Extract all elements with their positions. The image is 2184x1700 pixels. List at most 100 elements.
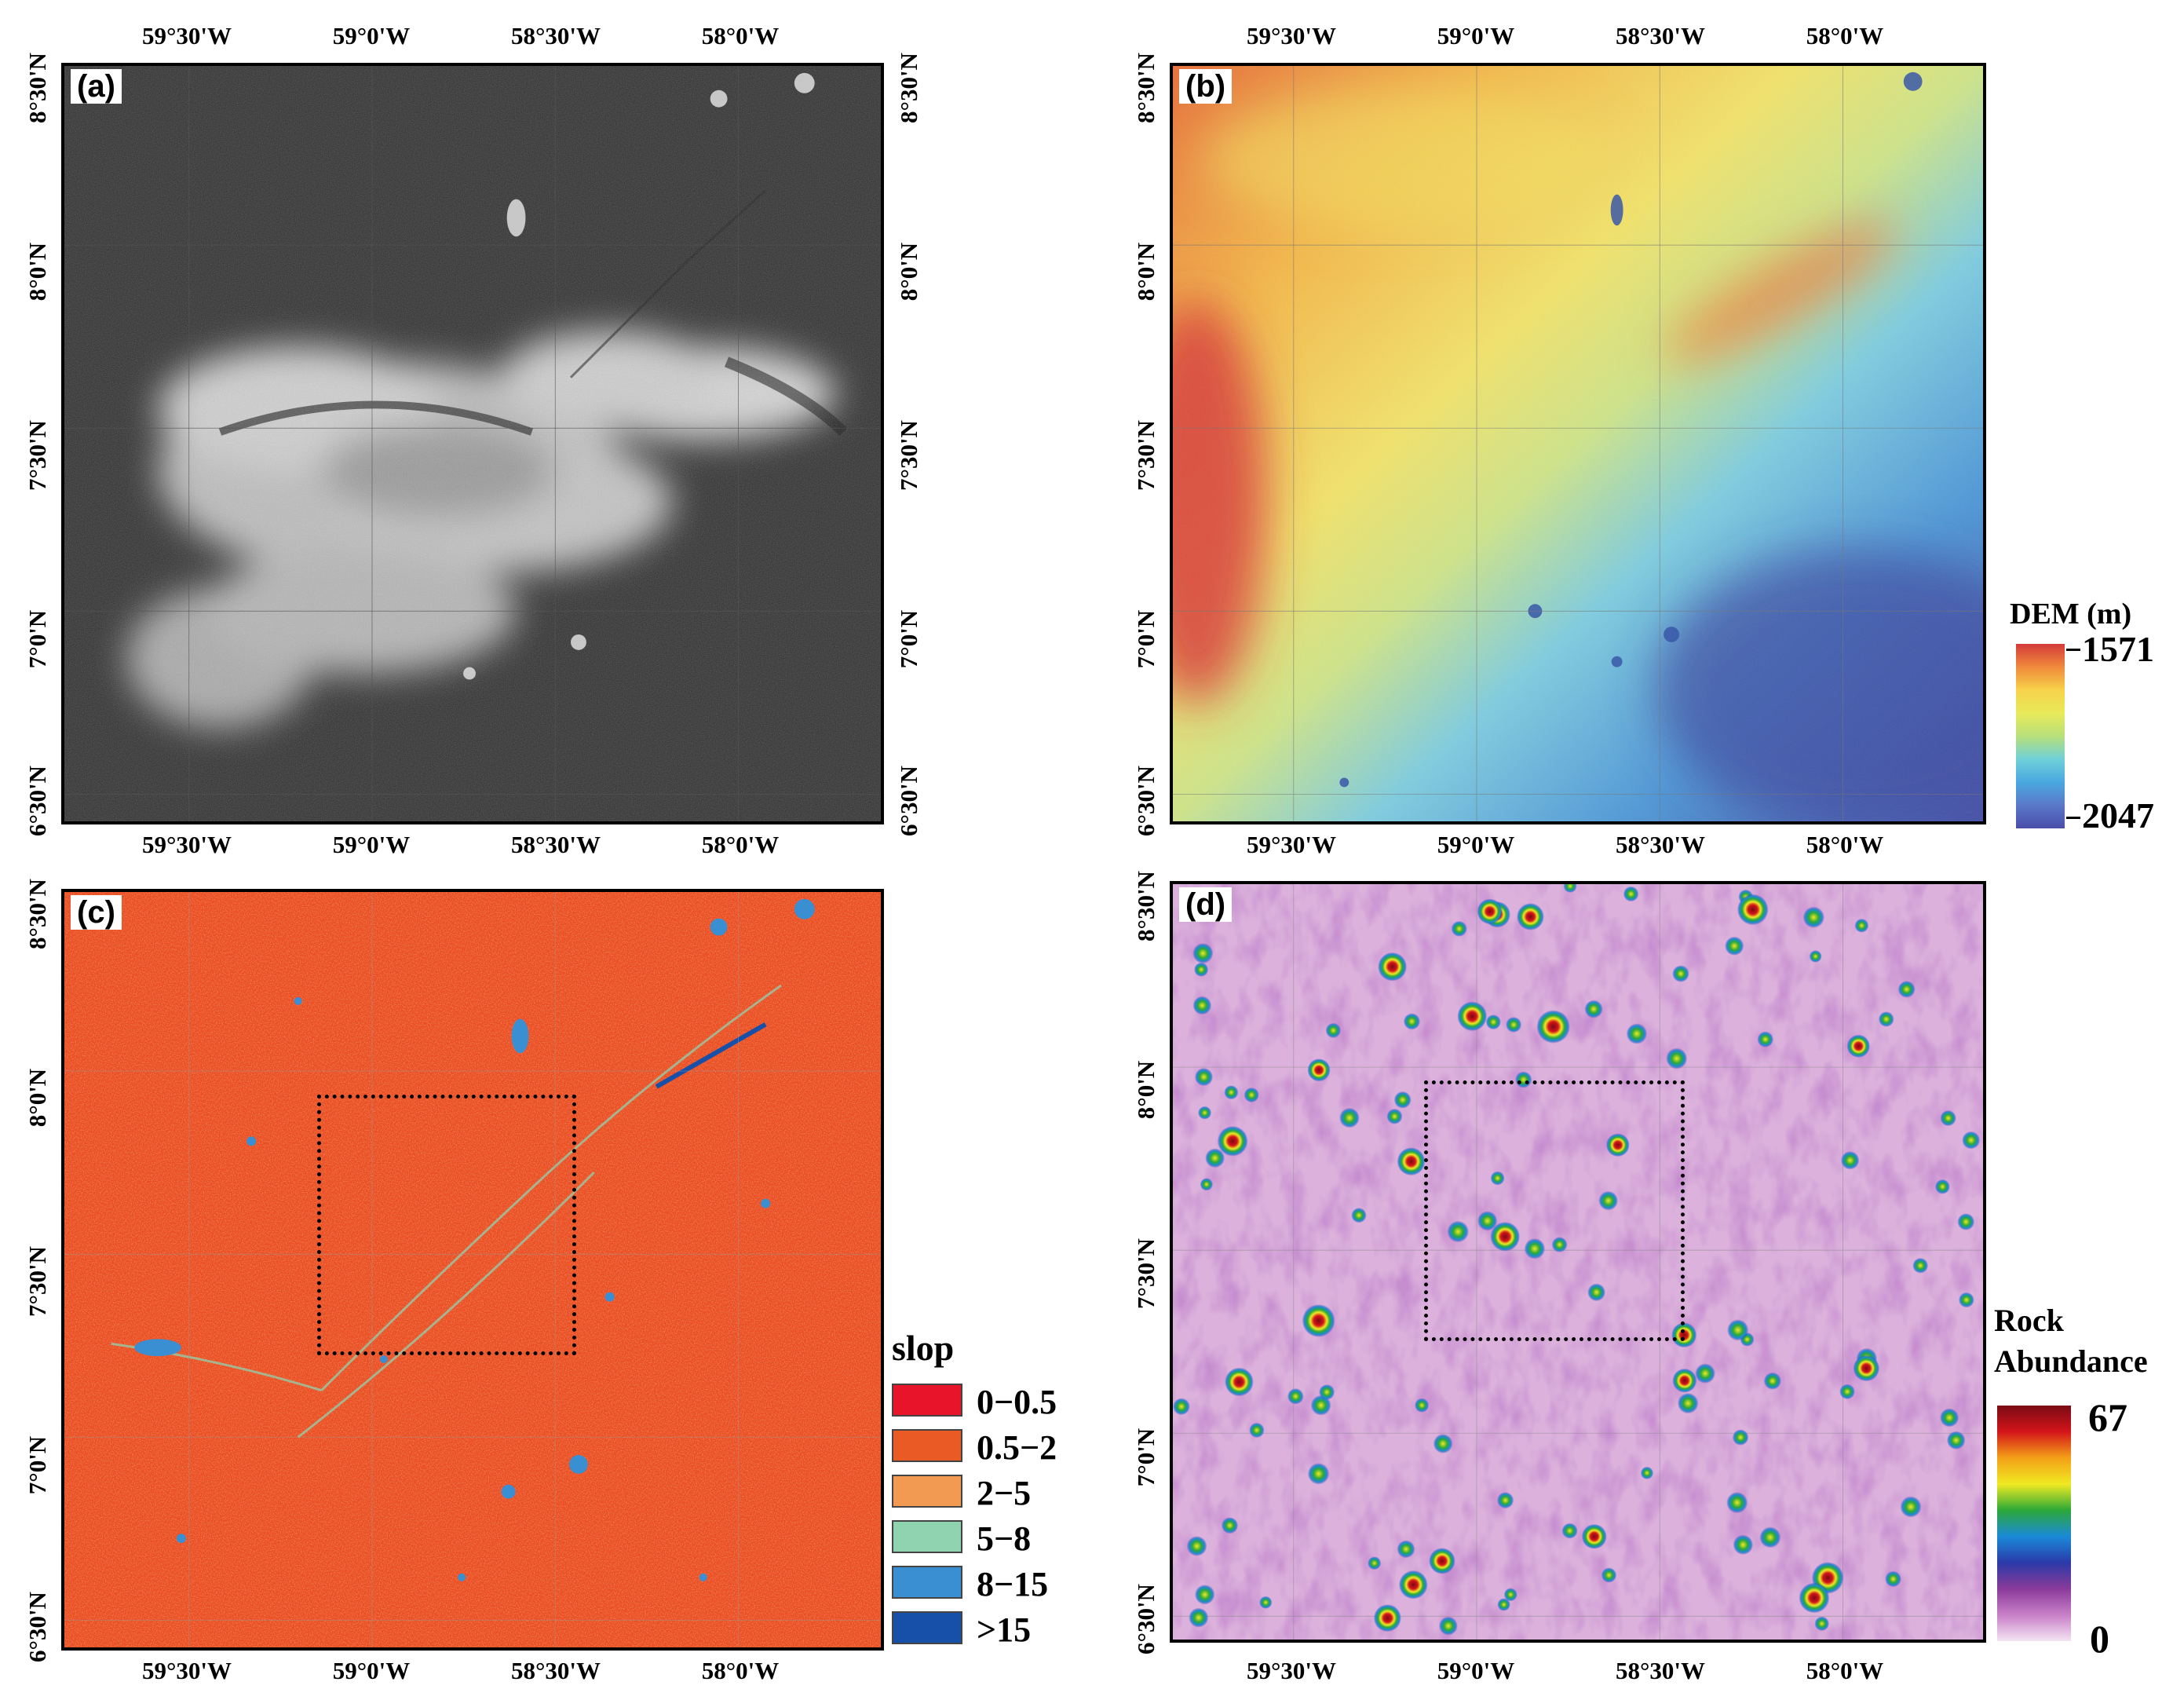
- rock-spot: [1626, 1023, 1648, 1044]
- study-area-box: [317, 1095, 576, 1355]
- panel-d-label: (d): [1179, 887, 1233, 922]
- rock-spot: [1192, 942, 1214, 964]
- slope-swatch: [892, 1429, 962, 1462]
- rock-spot: [1457, 1001, 1488, 1032]
- bottom-lon-tick: 58°30'W: [510, 831, 601, 858]
- top-lon-tick: 59°0'W: [1437, 22, 1515, 49]
- left-lat-tick: 8°30'N: [24, 53, 51, 123]
- rock-spot: [1598, 1190, 1619, 1211]
- rock-spot: [1503, 1588, 1517, 1602]
- dem-min-label: 2047: [2082, 795, 2154, 835]
- rock-spot: [1497, 1598, 1510, 1611]
- rock-spot: [1451, 920, 1467, 937]
- rock-spot: [1840, 1150, 1860, 1170]
- rock-spot: [1854, 918, 1869, 933]
- rock-spot: [1561, 1523, 1578, 1539]
- rock-spot: [1814, 1616, 1830, 1632]
- rock-spot: [1900, 1496, 1922, 1518]
- right-lat-tick: 7°0'N: [895, 609, 922, 669]
- rock-spot: [1672, 1368, 1697, 1393]
- rock-spot: [1912, 1257, 1929, 1274]
- right-lat-tick: 7°30'N: [895, 420, 922, 491]
- rock-abundance-raster: [1173, 884, 1983, 1640]
- rock-spot: [1189, 1607, 1209, 1628]
- rock-spot: [1259, 1596, 1273, 1609]
- rock-spot: [1200, 1178, 1214, 1191]
- top-lon-tick: 58°0'W: [1806, 22, 1884, 49]
- bottom-lon-tick: 59°0'W: [1437, 831, 1515, 858]
- rock-spot: [1601, 1567, 1617, 1583]
- rock-spot: [1737, 894, 1769, 926]
- panel-c: (c) 59°30'W 59°0'W 58°30'W 58°0'W 8°30'N…: [0, 856, 1099, 1700]
- slope-swatch: [892, 1384, 962, 1417]
- rock-spot: [1563, 884, 1577, 894]
- bottom-lon-tick: 59°30'W: [1246, 831, 1337, 858]
- rock-spot: [1506, 1016, 1522, 1033]
- rock-spot: [1878, 1011, 1894, 1027]
- rock-spot: [1725, 936, 1744, 956]
- left-lat-tick: 8°30'N: [1132, 53, 1160, 123]
- left-lat-tick: 6°30'N: [1132, 766, 1160, 836]
- rock-spot: [1378, 952, 1408, 982]
- rock-spot: [1224, 1085, 1239, 1100]
- left-lat-tick: 6°30'N: [24, 766, 51, 836]
- rock-spot: [1897, 980, 1916, 998]
- slope-swatch: [892, 1611, 962, 1644]
- rock-spot: [1225, 1367, 1254, 1397]
- rock-spot: [1249, 1422, 1265, 1439]
- rock-spot: [1885, 1570, 1901, 1588]
- right-lat-tick: 8°0'N: [895, 242, 922, 302]
- dem-tick-max: [2066, 649, 2080, 651]
- rock-spot: [1319, 1384, 1335, 1400]
- rock-spot: [1958, 1292, 1974, 1308]
- rock-spot: [1732, 1429, 1749, 1446]
- rock-spot: [1934, 1179, 1950, 1194]
- rock-spot: [1194, 1584, 1215, 1605]
- rock-spot: [1173, 1398, 1190, 1416]
- bottom-lon-tick: 58°0'W: [1806, 831, 1884, 858]
- rock-spot: [1763, 1372, 1781, 1390]
- left-lat-tick: 7°30'N: [24, 420, 51, 491]
- left-lat-tick: 8°30'N: [24, 879, 51, 949]
- left-lat-tick: 7°0'N: [1132, 1428, 1160, 1487]
- slope-legend: 0−0.5 0.5−2 2−5 5−8 8−15 >15: [892, 1383, 1096, 1651]
- rock-spot: [1429, 1548, 1455, 1574]
- left-lat-tick: 7°0'N: [24, 609, 51, 669]
- rock-spot: [1853, 1355, 1880, 1382]
- bottom-lon-tick: 59°30'W: [141, 831, 232, 858]
- rock-spot: [1799, 1582, 1830, 1614]
- rock-spot: [1205, 1148, 1225, 1168]
- bottom-lon-tick: 58°30'W: [1615, 831, 1706, 858]
- dem-max-label: 1571: [2082, 629, 2154, 669]
- rock-min-label: 0: [2090, 1617, 2109, 1661]
- rock-spot: [1524, 1238, 1546, 1259]
- rock-spot: [1368, 1556, 1382, 1570]
- rock-spot: [1325, 1022, 1342, 1039]
- bottom-lon-tick: 59°0'W: [1437, 1657, 1515, 1684]
- rock-spot: [1496, 1492, 1514, 1509]
- rock-spot: [1433, 1434, 1453, 1453]
- slope-class-label: >15: [977, 1610, 1032, 1649]
- rock-spot: [1244, 1087, 1259, 1103]
- top-lon-tick: 59°30'W: [141, 22, 232, 49]
- rock-spot: [1726, 1492, 1748, 1514]
- rock-spot: [1962, 1131, 1981, 1150]
- slope-legend-title: slop: [892, 1328, 955, 1368]
- rock-max-label: 67: [2088, 1395, 2127, 1439]
- left-lat-tick: 8°0'N: [24, 242, 51, 302]
- bottom-lon-tick: 59°30'W: [141, 1657, 232, 1684]
- rock-spot: [1397, 1147, 1426, 1176]
- slope-swatch: [892, 1520, 962, 1553]
- dem-colorbar: [2016, 644, 2065, 828]
- rock-spot: [1351, 1207, 1367, 1223]
- rock-spot: [1307, 1463, 1330, 1485]
- slope-raster: [64, 892, 881, 1647]
- rock-spot: [1551, 1237, 1568, 1252]
- left-lat-tick: 8°0'N: [24, 1068, 51, 1128]
- rock-spot: [1403, 1013, 1421, 1030]
- right-lat-tick: 8°30'N: [895, 53, 922, 123]
- left-lat-tick: 7°30'N: [1132, 1238, 1160, 1309]
- rock-spot: [1194, 1067, 1214, 1087]
- rock-spot: [1802, 906, 1824, 928]
- bottom-lon-tick: 58°30'W: [510, 1657, 601, 1684]
